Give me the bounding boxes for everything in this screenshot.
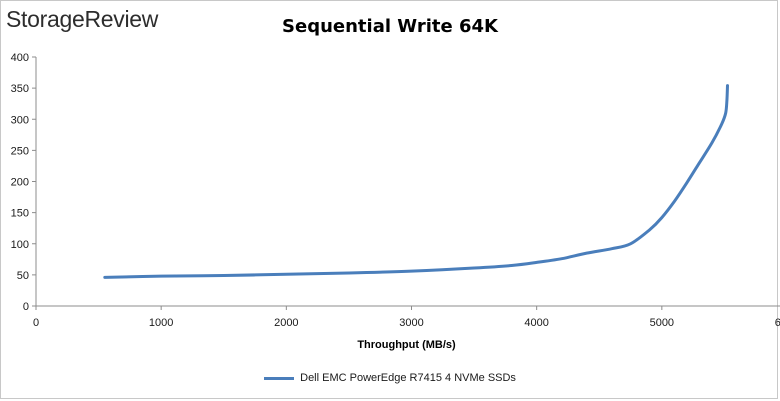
x-tick-label: 6000: [775, 317, 780, 329]
y-tick-label: 400: [11, 52, 29, 64]
y-tick-label: 50: [17, 270, 29, 282]
y-tick-label: 350: [11, 83, 29, 95]
x-tick-label: 3000: [399, 317, 423, 329]
y-tick-label: 0: [23, 301, 29, 313]
axes: [35, 57, 780, 307]
legend-swatch: [264, 376, 295, 380]
y-tick-label: 300: [11, 114, 29, 126]
x-tick-label: 1000: [149, 317, 173, 329]
legend-label: Dell EMC PowerEdge R7415 4 NVMe SSDs: [300, 372, 516, 384]
series-line: [103, 84, 729, 279]
y-tick-label: 250: [11, 145, 29, 157]
y-tick-label: 200: [11, 177, 29, 189]
storagereview-logo: StorageReview: [6, 6, 159, 32]
y-tick-label: 150: [11, 208, 29, 220]
y-tick-label: 100: [11, 239, 29, 251]
legend: Dell EMC PowerEdge R7415 4 NVMe SSDs: [0, 372, 780, 384]
x-tick-label: 0: [33, 317, 39, 329]
x-axis-label: Throughput (MB/s): [357, 339, 456, 351]
x-tick-label: 4000: [524, 317, 548, 329]
series-group: [103, 84, 729, 279]
x-tick-label: 5000: [650, 317, 674, 329]
y-axis-ticks: 0 50 100 150 200 250 300 350 400: [11, 52, 36, 313]
x-tick-label: 2000: [274, 317, 298, 329]
chart-title: Sequential Write 64K: [282, 16, 498, 37]
x-axis-ticks: 0 1000 2000 3000 4000 5000 6000: [33, 306, 780, 329]
